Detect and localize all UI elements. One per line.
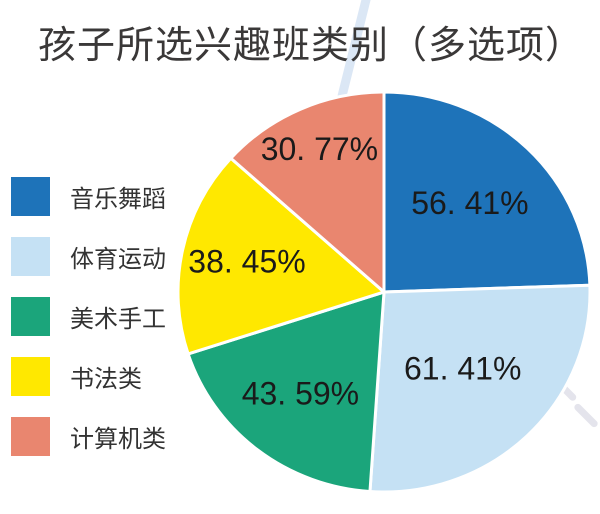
legend-item-music-dance: 音乐舞蹈 — [11, 177, 166, 216]
legend: 音乐舞蹈体育运动美术手工书法类计算机类 — [11, 177, 166, 456]
legend-label: 音乐舞蹈 — [70, 186, 166, 213]
pie-slice-art-craft — [186, 290, 386, 494]
pie-slice-label-music-dance: 56. 41% — [411, 185, 528, 221]
pie-slice-music-dance — [382, 90, 592, 294]
legend-swatch — [11, 237, 50, 276]
legend-swatch — [11, 297, 50, 336]
legend-swatch — [11, 357, 50, 396]
legend-item-art-craft: 美术手工 — [11, 297, 166, 336]
legend-item-calligraphy: 书法类 — [11, 357, 166, 396]
legend-label: 体育运动 — [70, 246, 166, 273]
pie-slice-label-sports: 61. 41% — [404, 351, 521, 387]
pie-slice-label-art-craft: 43. 59% — [242, 376, 359, 412]
legend-label: 美术手工 — [70, 306, 166, 333]
pie-slice-sports — [368, 283, 592, 494]
pie-slice-calligraphy — [176, 156, 386, 356]
chart-title: 孩子所选兴趣班类别（多选项） — [38, 25, 585, 67]
legend-label: 书法类 — [70, 366, 142, 393]
pie-slice-label-calligraphy: 38. 45% — [188, 243, 305, 279]
legend-item-computer: 计算机类 — [11, 417, 166, 456]
legend-swatch — [11, 177, 50, 216]
legend-item-sports: 体育运动 — [11, 237, 166, 276]
legend-swatch — [11, 417, 50, 456]
pie-slice-computer — [229, 90, 386, 294]
legend-label: 计算机类 — [70, 426, 166, 453]
pie-slice-label-computer: 30. 77% — [261, 131, 378, 167]
